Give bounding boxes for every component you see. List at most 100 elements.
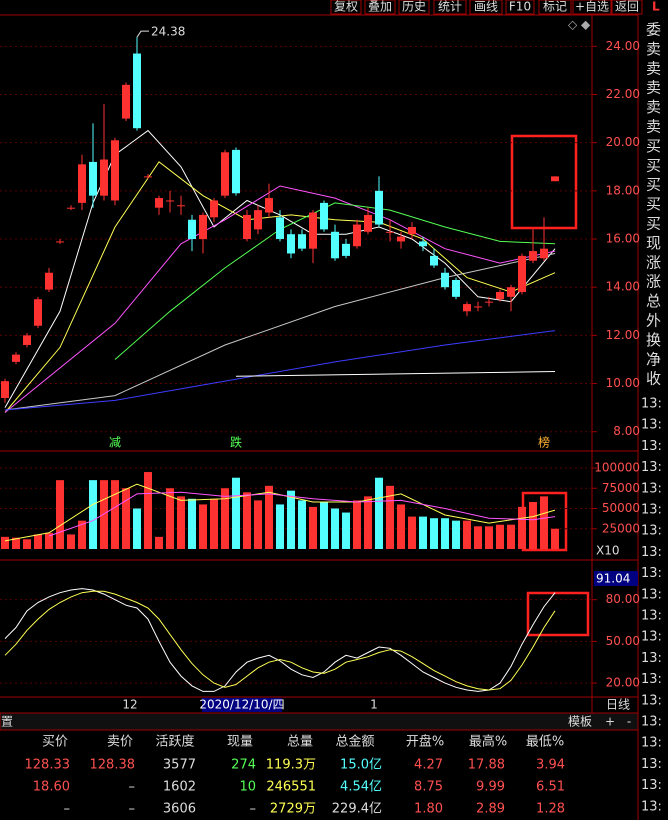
kdj-current-bg — [594, 571, 638, 586]
candle-body — [485, 301, 493, 303]
candle-body — [430, 255, 438, 266]
y-tick-label: 16.00 — [606, 232, 640, 246]
toolbar-button[interactable]: 标记 — [543, 0, 567, 14]
volume-bar — [529, 502, 537, 549]
candle-body — [496, 292, 504, 300]
date-label: 1 — [370, 698, 378, 712]
side-time: 13: — [641, 693, 662, 708]
toolbar-button-bg[interactable] — [505, 0, 535, 15]
volume-bar — [1, 536, 9, 549]
side-label: 卖 — [646, 40, 661, 58]
y-tick-label: 50.00 — [606, 634, 640, 648]
volume-bar — [78, 520, 86, 549]
settings[interactable]: 置 — [1, 715, 13, 729]
volume-bar — [386, 485, 394, 549]
candle-body — [342, 243, 350, 256]
volume-bar — [287, 490, 295, 549]
side-label: 涨 — [646, 273, 661, 291]
volume-bar — [45, 532, 53, 549]
volume-bar — [100, 480, 108, 549]
volume-bar — [298, 500, 306, 549]
volume-bar — [111, 480, 119, 549]
table-cell: 6.51 — [536, 780, 565, 795]
toolbar-button[interactable]: 历史 — [402, 0, 426, 14]
table-cell: 1.80 — [414, 802, 443, 817]
volume-bar — [507, 524, 515, 549]
toolbar-button[interactable]: 复权 — [334, 0, 358, 14]
candle-body — [56, 241, 64, 243]
volume-bar — [496, 524, 504, 549]
moving-average — [4, 253, 556, 411]
toolbar-button[interactable]: 统计 — [438, 0, 462, 14]
toolbar-button[interactable]: +自选 — [575, 0, 609, 14]
template-button[interactable]: 模板 — [568, 715, 592, 729]
plus-button[interactable]: + — [605, 715, 615, 729]
table-cell: 274 — [231, 758, 256, 773]
toolbar-button[interactable]: 叠加 — [368, 0, 392, 14]
volume-average — [4, 483, 556, 542]
corner-label: L — [652, 0, 660, 14]
event-marker: 减 — [109, 436, 121, 450]
moving-average — [4, 161, 556, 413]
candle-body — [254, 210, 262, 230]
y-tick-label: 24.00 — [606, 39, 640, 53]
kdj-line — [4, 590, 556, 691]
side-label: 买 — [646, 195, 661, 213]
moving-average — [4, 129, 556, 408]
volume-bar — [518, 506, 526, 549]
toolbar-button-bg[interactable] — [611, 0, 643, 15]
y-tick-label: 50000 — [602, 501, 640, 515]
side-time: 13: — [641, 757, 662, 772]
minus-button[interactable]: - — [627, 715, 631, 729]
toolbar-button[interactable]: 返回 — [615, 0, 639, 14]
y-tick-label: 10.00 — [606, 376, 640, 390]
toolbar-bg — [0, 0, 592, 15]
side-label: 买 — [646, 215, 661, 233]
toolbar-button-bg[interactable] — [572, 0, 612, 15]
toolbar-button-bg[interactable] — [398, 0, 430, 15]
candle-body — [166, 200, 174, 202]
table-cell: 8.75 — [414, 780, 443, 795]
toolbar-button[interactable]: 画线 — [474, 0, 498, 14]
high-pointer — [136, 30, 149, 38]
side-label: 净 — [646, 350, 661, 368]
volume-bar — [331, 508, 339, 549]
kdj-line — [4, 588, 556, 692]
candle-body — [287, 234, 295, 254]
y-tick-label: 8.00 — [613, 424, 640, 438]
volume-bar — [210, 498, 218, 549]
table-header: 总金额 — [335, 734, 374, 750]
side-time: 13: — [641, 503, 662, 518]
period-label[interactable]: 日线 — [606, 698, 630, 712]
candle-body — [23, 335, 31, 346]
candle-body — [518, 255, 526, 293]
toolbar-button-bg[interactable] — [364, 0, 396, 15]
side-time: 13: — [641, 715, 662, 730]
table-cell: 3606 — [163, 802, 196, 817]
candle-body — [155, 198, 163, 208]
candle-body — [265, 198, 273, 213]
volume-bar — [122, 488, 130, 549]
side-time: 13: — [641, 799, 662, 814]
candle-body — [353, 224, 361, 247]
volume-average — [48, 491, 556, 537]
candle-body — [452, 279, 460, 297]
volume-bar — [144, 472, 152, 549]
side-label: 外 — [646, 312, 661, 330]
toolbar-button-bg[interactable] — [330, 0, 362, 15]
cursor-date: 2020/12/10/四 — [199, 698, 284, 712]
table-cell: 229.4亿 — [332, 802, 382, 817]
volume-bar — [474, 526, 482, 549]
volume-bar — [452, 520, 460, 549]
toolbar-button[interactable]: F10 — [509, 0, 531, 14]
volume-bar — [89, 480, 97, 549]
toolbar-button-bg[interactable] — [469, 0, 503, 15]
y-tick-label: 20.00 — [606, 676, 640, 690]
volume-bar — [133, 508, 141, 549]
side-time: 13: — [641, 397, 662, 412]
toolbar-button-bg[interactable] — [538, 0, 572, 15]
toolbar-button-bg[interactable] — [433, 0, 467, 15]
volume-bar — [463, 520, 471, 549]
